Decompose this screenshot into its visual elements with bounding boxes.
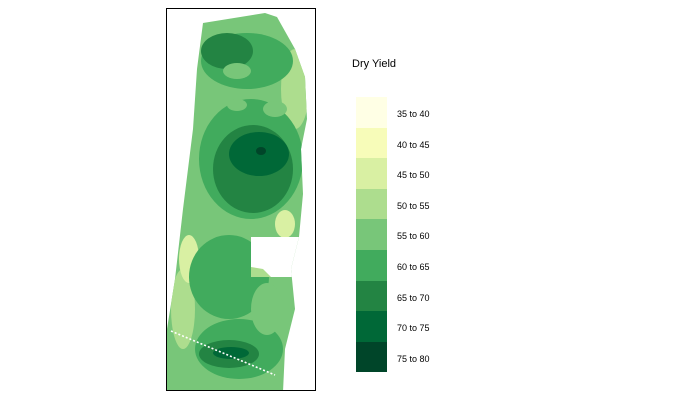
yield-zone-strip (213, 347, 249, 359)
legend-label: 50 to 55 (397, 200, 430, 211)
legend-swatch (356, 127, 387, 159)
yield-map (167, 13, 307, 390)
legend-label: 55 to 60 (397, 231, 430, 242)
yield-zone-pocket-3 (251, 283, 283, 335)
yield-zone-south (189, 235, 269, 319)
legend-swatch (356, 280, 387, 312)
yield-zone-pocket-2 (227, 99, 247, 111)
legend-label: 65 to 70 (397, 292, 430, 303)
legend-label: 75 to 80 (397, 353, 430, 364)
track-line (170, 330, 276, 376)
legend-label: 35 to 40 (397, 109, 430, 119)
legend-swatch (356, 219, 387, 250)
legend-swatch (356, 341, 387, 373)
yield-zone-pocket (263, 101, 287, 117)
legend-label: 60 to 65 (397, 261, 430, 272)
yield-map-frame (166, 8, 316, 391)
legend-label: 45 to 50 (397, 170, 430, 181)
legend-swatch (356, 97, 387, 128)
legend-label: 40 to 45 (397, 139, 430, 150)
yield-zone-west-edge (171, 269, 195, 349)
legend-swatch (356, 249, 387, 281)
yield-zone-peak (256, 147, 266, 155)
legend-swatch (356, 188, 387, 220)
legend-title: Dry Yield (352, 58, 397, 70)
yield-zone-low-east (275, 210, 295, 238)
yield-zone-north-high (201, 33, 253, 69)
legend-swatch (356, 158, 387, 189)
yield-zone-edge-notch (251, 267, 271, 277)
yield-zone-pocket-4 (223, 63, 251, 79)
legend-label: 70 to 75 (397, 323, 430, 334)
legend-swatch (356, 311, 387, 342)
